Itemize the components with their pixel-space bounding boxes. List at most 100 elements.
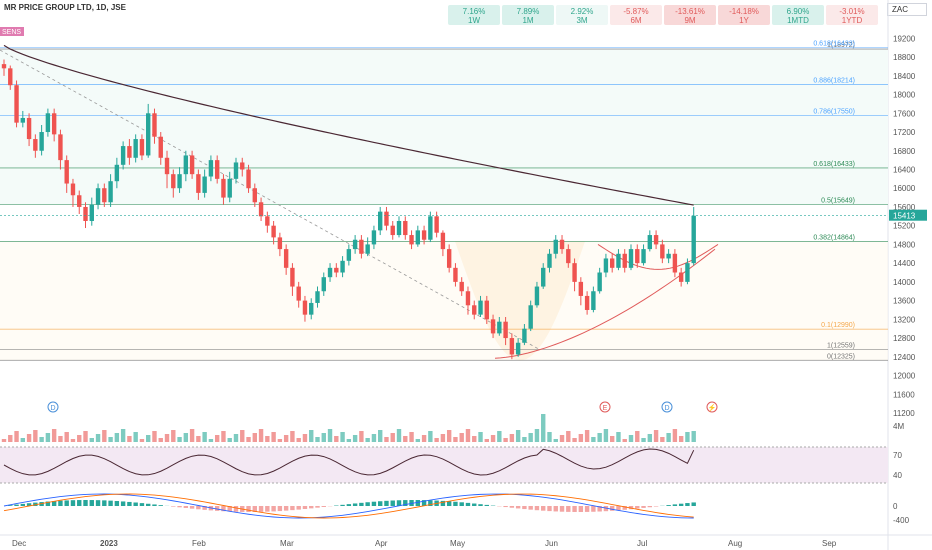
macd-hist-bar <box>566 506 571 512</box>
candle-body <box>415 230 421 245</box>
candle-body <box>559 239 565 250</box>
time-tick: Jun <box>545 539 558 548</box>
trendline <box>0 49 541 351</box>
macd-hist-bar <box>8 505 13 506</box>
candle-body <box>127 146 132 158</box>
candle-body <box>26 117 32 140</box>
candle-body <box>164 157 170 175</box>
volume-bar <box>1 439 7 442</box>
macd-hist-bar <box>378 501 383 506</box>
price-tick: 11200 <box>893 409 915 418</box>
macd-hist-bar <box>578 506 584 512</box>
macd-hist-bar <box>221 506 226 512</box>
volume-bar <box>39 437 44 442</box>
volume-bar <box>628 435 634 442</box>
fib-label: 0.5(15649) <box>821 198 855 205</box>
perf-value: -13.61% <box>675 7 705 16</box>
volume-bar <box>146 435 151 442</box>
candle-body <box>403 221 408 236</box>
fib-label: 0.618(16433) <box>813 161 855 168</box>
candle-body <box>371 230 377 245</box>
candle-body <box>89 204 94 221</box>
macd-hist-bar <box>20 503 26 506</box>
candle-body <box>240 162 245 170</box>
volume-bar <box>597 433 602 442</box>
fib-label: 0.382(14864) <box>813 234 855 241</box>
macd-hist-bar <box>609 506 615 511</box>
macd-hist-bar <box>120 501 126 506</box>
volume-bar <box>214 435 220 442</box>
volume-bar <box>434 438 439 442</box>
candle-body <box>352 239 358 250</box>
event-marker <box>599 401 611 413</box>
event-marker <box>661 401 673 413</box>
time-tick: Aug <box>728 539 742 548</box>
volume-bar <box>691 431 696 442</box>
candle-body <box>189 155 195 175</box>
current-price-box <box>889 209 927 221</box>
macd-hist-bar <box>265 506 270 512</box>
fib-label: 0.618(16433) <box>813 41 855 48</box>
candle-body <box>635 249 640 264</box>
candle-body <box>566 249 571 264</box>
macd-hist-bar <box>478 504 483 506</box>
perf-value: -3.01% <box>839 7 865 16</box>
candle-body <box>102 188 107 203</box>
volume-bar <box>641 438 646 442</box>
macd-hist-bar <box>352 503 358 506</box>
macd-line <box>3 493 694 519</box>
event-marker <box>706 401 718 413</box>
volume-bar <box>622 439 627 442</box>
fib-band-upper <box>0 49 888 205</box>
candle-body <box>70 183 76 196</box>
fib-label: 1(12559) <box>827 342 855 349</box>
macd-hist-bar <box>641 506 646 508</box>
candle-body <box>584 295 590 310</box>
candle-body <box>227 178 232 198</box>
candle-body <box>428 216 433 240</box>
volume-bar <box>139 439 145 442</box>
volume-bar <box>302 434 308 442</box>
candle-body <box>434 216 439 233</box>
volume-bar <box>227 438 232 442</box>
candle-body <box>265 216 270 226</box>
event-marker-label: D <box>50 405 55 412</box>
candle-body <box>578 281 584 296</box>
candle-body <box>133 139 138 158</box>
perf-box-1m: 7.89% 1M <box>502 5 554 25</box>
volume-bar <box>584 430 590 442</box>
macd-hist-bar <box>559 506 565 512</box>
macd-hist-bar <box>446 501 452 506</box>
macd-hist-bar <box>114 501 120 506</box>
volume-bar <box>635 431 640 442</box>
volume-bar <box>566 431 571 442</box>
sens-badge-label: SENS <box>2 29 21 36</box>
candle-body <box>453 267 458 282</box>
volume-bar <box>446 430 452 442</box>
candle-body <box>114 164 120 182</box>
price-tick: 12400 <box>893 353 916 362</box>
volume-bar <box>177 437 182 442</box>
event-marker-label: ⚡ <box>708 403 717 412</box>
candle-body <box>258 202 264 217</box>
volume-bar <box>277 439 283 442</box>
volume-bar <box>114 433 120 442</box>
candle-body <box>58 134 63 161</box>
rsi-tick: 70 <box>893 451 902 460</box>
perf-box-1y: -14.18% 1Y <box>718 5 770 25</box>
fib-label: 1(18972) <box>827 42 855 49</box>
macd-hist-bar <box>133 502 138 506</box>
candle-body <box>547 253 552 268</box>
candle-body <box>158 136 163 158</box>
candle-body <box>302 300 308 315</box>
volume-bar <box>534 429 540 442</box>
volume-bar <box>578 434 584 442</box>
volume-bar <box>95 434 101 442</box>
price-tick: 15200 <box>893 222 916 231</box>
candle-body <box>214 160 220 179</box>
macd-hist-bar <box>390 500 395 506</box>
macd-hist-bar <box>415 500 421 506</box>
fib-label: 0.1(12990) <box>821 322 855 329</box>
candle-body <box>685 263 690 282</box>
